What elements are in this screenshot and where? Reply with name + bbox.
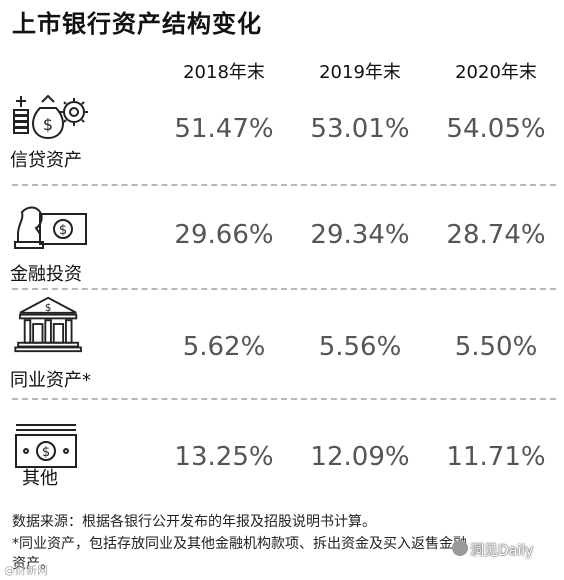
cell-interbank-2019: 5.56% [318, 332, 402, 362]
source-note: 数据来源：根据各银行公开发布的年报及招股说明书计算。 [12, 514, 376, 530]
row-divider [12, 288, 556, 290]
svg-text:$: $ [42, 445, 50, 460]
column-header-2019: 2019年末 [319, 62, 401, 83]
column-header-2018: 2018年末 [183, 62, 265, 83]
chess-knight-banknote-icon: $ [14, 206, 87, 249]
cell-loans-2020: 54.05% [446, 114, 546, 144]
table-row-loans: $ 信贷资产 51.47% 53.01% 54.05% [0, 84, 564, 194]
cell-interbank-2020: 5.50% [454, 332, 538, 362]
bank-building-icon: $ [14, 296, 82, 353]
row-label-interbank: 同业资产* [10, 370, 91, 391]
row-divider [12, 184, 556, 186]
cell-investments-2020: 28.74% [446, 220, 546, 250]
table-row-interbank: $ 同业资产* 5.62% 5.56% 5.50% [0, 292, 564, 402]
wechat-logo-icon [452, 540, 468, 556]
cell-loans-2019: 53.01% [310, 114, 410, 144]
svg-text:$: $ [59, 223, 67, 238]
table-row-investments: $ 金融投资 29.66% 29.34% 28.74% [0, 188, 564, 298]
footnote-line-2: 资产。 [12, 556, 54, 572]
cell-loans-2018: 51.47% [174, 114, 274, 144]
svg-text:$: $ [45, 302, 52, 314]
column-header-2020: 2020年末 [455, 62, 537, 83]
cell-other-2020: 11.71% [446, 442, 546, 472]
row-label-investments: 金融投资 [10, 264, 82, 285]
cell-other-2018: 13.25% [174, 442, 274, 472]
cell-investments-2019: 29.34% [310, 220, 410, 250]
table-row-other: $ 其他 13.25% 12.09% 11.71% [0, 402, 564, 512]
cell-investments-2018: 29.66% [174, 220, 274, 250]
row-label-loans: 信贷资产 [10, 150, 82, 171]
watermark-right: 洞见Daily [470, 543, 534, 559]
chart-title: 上市银行资产结构变化 [12, 10, 262, 38]
row-label-other: 其他 [22, 468, 58, 489]
banknote-stack-icon: $ [15, 424, 77, 468]
row-divider [12, 398, 556, 400]
cell-interbank-2018: 5.62% [182, 332, 266, 362]
footnote-line-1: *同业资产，包括存放同业及其他金融机构款项、拆出资金及买入返售金融 [12, 536, 467, 552]
watermark-left: @财新网 [4, 564, 48, 577]
cell-other-2019: 12.09% [310, 442, 410, 472]
money-bag-coins-gear-icon: $ [13, 94, 88, 140]
svg-text:$: $ [43, 115, 53, 134]
